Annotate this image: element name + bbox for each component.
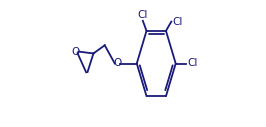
- Text: O: O: [113, 59, 121, 68]
- Text: Cl: Cl: [138, 10, 148, 20]
- Text: O: O: [72, 47, 80, 57]
- Text: Cl: Cl: [173, 17, 183, 27]
- Text: Cl: Cl: [188, 59, 198, 68]
